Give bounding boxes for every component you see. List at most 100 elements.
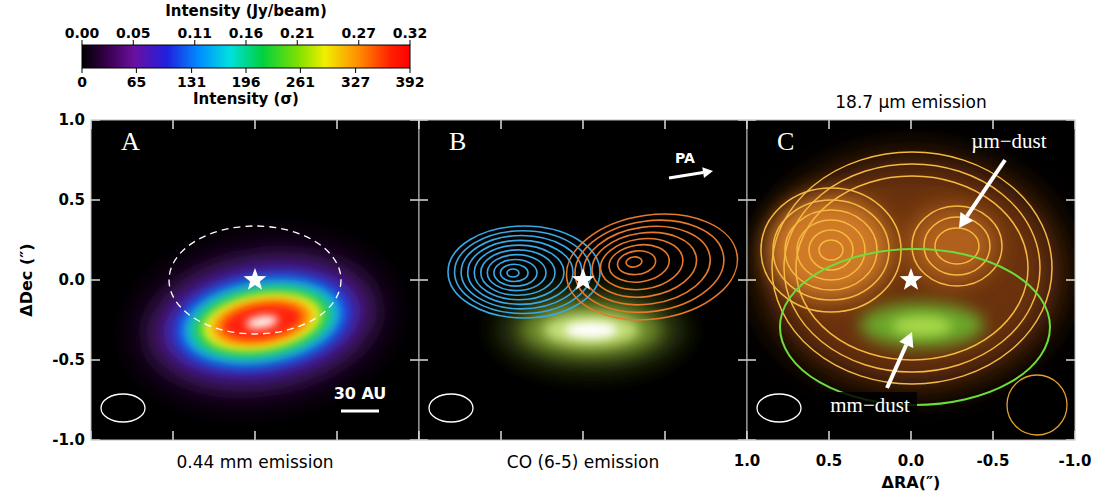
- y-tick-label: 1.0: [58, 111, 85, 129]
- colorbar-tick-label: 0: [77, 74, 87, 90]
- panel-background: [419, 120, 747, 440]
- panel-caption: CO (6-5) emission: [507, 452, 659, 472]
- emission: [198, 285, 325, 359]
- contour-yellow: [935, 228, 979, 264]
- contour-orange: [578, 219, 715, 313]
- colorbar-tick: [191, 68, 192, 73]
- colorbar-tick-label: 327: [341, 74, 370, 90]
- tick: [91, 359, 100, 360]
- annotation: µm−dust: [971, 129, 1046, 153]
- panel-letter: B: [449, 127, 466, 156]
- y-tick-label: 0.5: [58, 191, 85, 209]
- contour-orange: [616, 248, 657, 277]
- tick: [419, 359, 428, 360]
- colorbar-tick-label: 392: [395, 74, 424, 90]
- tick: [582, 120, 583, 129]
- emission: [146, 246, 378, 398]
- colorbar-tick-label: 65: [127, 74, 146, 90]
- tick: [1066, 359, 1075, 360]
- colorbar-tick-label: 0.32: [393, 25, 428, 41]
- scale-bar: [341, 410, 379, 413]
- x-tick-label: -0.5: [977, 452, 1010, 470]
- image: [101, 226, 397, 422]
- emission: [907, 207, 997, 283]
- beam: [757, 394, 801, 422]
- colorbar-tick-label: 261: [286, 74, 315, 90]
- emission: [209, 292, 315, 351]
- contour-orange: [597, 233, 686, 294]
- scale-bar-label: 30 AU: [334, 384, 387, 403]
- tick: [1066, 279, 1075, 280]
- annotation: mm−dust: [830, 393, 910, 417]
- panel-caption: 0.44 mm emission: [176, 452, 333, 472]
- emission: [245, 314, 278, 331]
- tick: [172, 431, 173, 440]
- contour-blue: [448, 226, 600, 318]
- colorbar-bar: [82, 45, 410, 68]
- emission: [565, 322, 617, 338]
- tick: [828, 120, 829, 129]
- panel-frame: [91, 120, 419, 440]
- colorbar-tick: [410, 68, 411, 73]
- colorbar-tick-label: 0.21: [280, 25, 315, 41]
- contour-yellow: [796, 176, 1028, 360]
- panel-title: 18.7 µm emission: [835, 92, 986, 112]
- panel-background: [91, 120, 419, 440]
- figure: Intensity (Jy/beam)0.000.050.110.160.210…: [0, 0, 1101, 501]
- contour-yellow: [819, 240, 843, 260]
- tick: [910, 431, 911, 440]
- tick: [747, 279, 756, 280]
- tick: [828, 431, 829, 440]
- x-tick-label: 1.0: [734, 452, 761, 470]
- panel-frame: [747, 120, 1075, 440]
- colorbar-tick: [300, 68, 301, 73]
- tick: [738, 359, 747, 360]
- colorbar-tick-label: 196: [231, 74, 260, 90]
- colorbar-tick-label: 131: [177, 74, 206, 90]
- tick: [664, 120, 665, 129]
- tick: [419, 279, 428, 280]
- y-tick-label: -1.0: [52, 431, 85, 449]
- tick: [738, 279, 747, 280]
- star: [244, 268, 267, 290]
- arrow-shaft: [669, 173, 703, 178]
- contour-orange: [607, 241, 672, 286]
- beam-ir: [1007, 375, 1067, 435]
- tick: [410, 199, 419, 200]
- colorbar-tick: [355, 68, 356, 73]
- colorbar: Intensity (Jy/beam)0.000.050.110.160.210…: [65, 2, 428, 108]
- colorbar-title: Intensity (Jy/beam): [165, 2, 327, 20]
- contour-orange: [569, 211, 730, 322]
- contour-blue: [507, 269, 519, 277]
- panel-background: [747, 120, 1075, 440]
- panel: Cµm−dust mm−dust: [747, 120, 1075, 440]
- contour-yellow: [773, 200, 889, 300]
- arrow-head: [702, 167, 713, 178]
- tick: [747, 359, 756, 360]
- y-axis-title: ΔDec (″): [17, 243, 36, 316]
- contour-orange: [625, 256, 642, 268]
- emission: [188, 277, 337, 366]
- contour-blue: [494, 259, 537, 286]
- tick: [419, 199, 428, 200]
- panel-frame: [419, 120, 747, 440]
- colorbar-tick: [82, 68, 83, 73]
- contour-blue: [500, 264, 528, 281]
- arrow-shaft: [967, 160, 1005, 216]
- tick: [336, 120, 337, 129]
- tick: [91, 279, 100, 280]
- tick: [582, 431, 583, 440]
- arrow-shaft: [887, 345, 906, 388]
- image: [757, 152, 1062, 422]
- emission: [892, 316, 952, 336]
- emission: [177, 269, 348, 375]
- emission: [163, 259, 360, 385]
- tick: [410, 279, 419, 280]
- emission: [220, 299, 304, 345]
- colorbar-tick: [136, 68, 137, 73]
- colorbar-tick-label: 0.00: [65, 25, 100, 41]
- arrow-head: [959, 212, 973, 228]
- colorbar-tick-label: 0.16: [229, 25, 264, 41]
- panel-letter: A: [121, 127, 140, 156]
- panel-letter: C: [777, 127, 794, 156]
